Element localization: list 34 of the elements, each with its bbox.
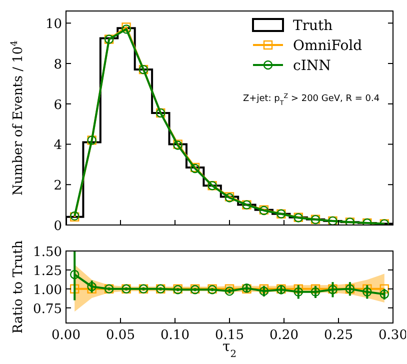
y-tick-label: 6 — [54, 98, 62, 113]
x-tick-label: 0.20 — [270, 328, 298, 343]
y-axis-title: Ratio to Truth — [11, 240, 26, 334]
y-tick-label: 1.25 — [33, 264, 62, 279]
point — [362, 287, 372, 297]
annotation: Z+jet: p$_{T}$$^{Z}$ > 200 GeV, R = 0.4 — [243, 92, 380, 106]
y-tick-label: 1.00 — [33, 282, 62, 298]
point — [224, 284, 234, 294]
point — [310, 284, 320, 294]
point — [70, 270, 80, 280]
y-tick-label: 4 — [54, 138, 62, 154]
point — [294, 287, 303, 297]
x-tick-label: 0.25 — [324, 328, 353, 343]
point — [310, 287, 320, 297]
legend-label: Truth — [293, 18, 333, 34]
point — [259, 286, 269, 296]
y-tick-label: 10 — [45, 17, 62, 32]
x-tick-label: 0.05 — [106, 328, 135, 343]
y-tick-label: 1.50 — [33, 245, 62, 260]
legend-label: cINN — [293, 58, 331, 74]
point — [294, 284, 303, 294]
point — [259, 284, 269, 294]
point — [70, 284, 80, 294]
point — [380, 290, 389, 299]
point — [224, 286, 234, 296]
legend-label: OmniFold — [293, 38, 362, 54]
y-tick-label: 0.75 — [33, 302, 62, 317]
x-tick-label: 0.00 — [52, 328, 80, 343]
point — [380, 284, 389, 294]
y-tick-label: 8 — [54, 57, 62, 72]
y-tick-label: 2 — [54, 178, 62, 194]
point — [362, 284, 372, 294]
y-tick-label: 0 — [54, 219, 62, 234]
x-tick-label: 0.10 — [160, 328, 190, 343]
